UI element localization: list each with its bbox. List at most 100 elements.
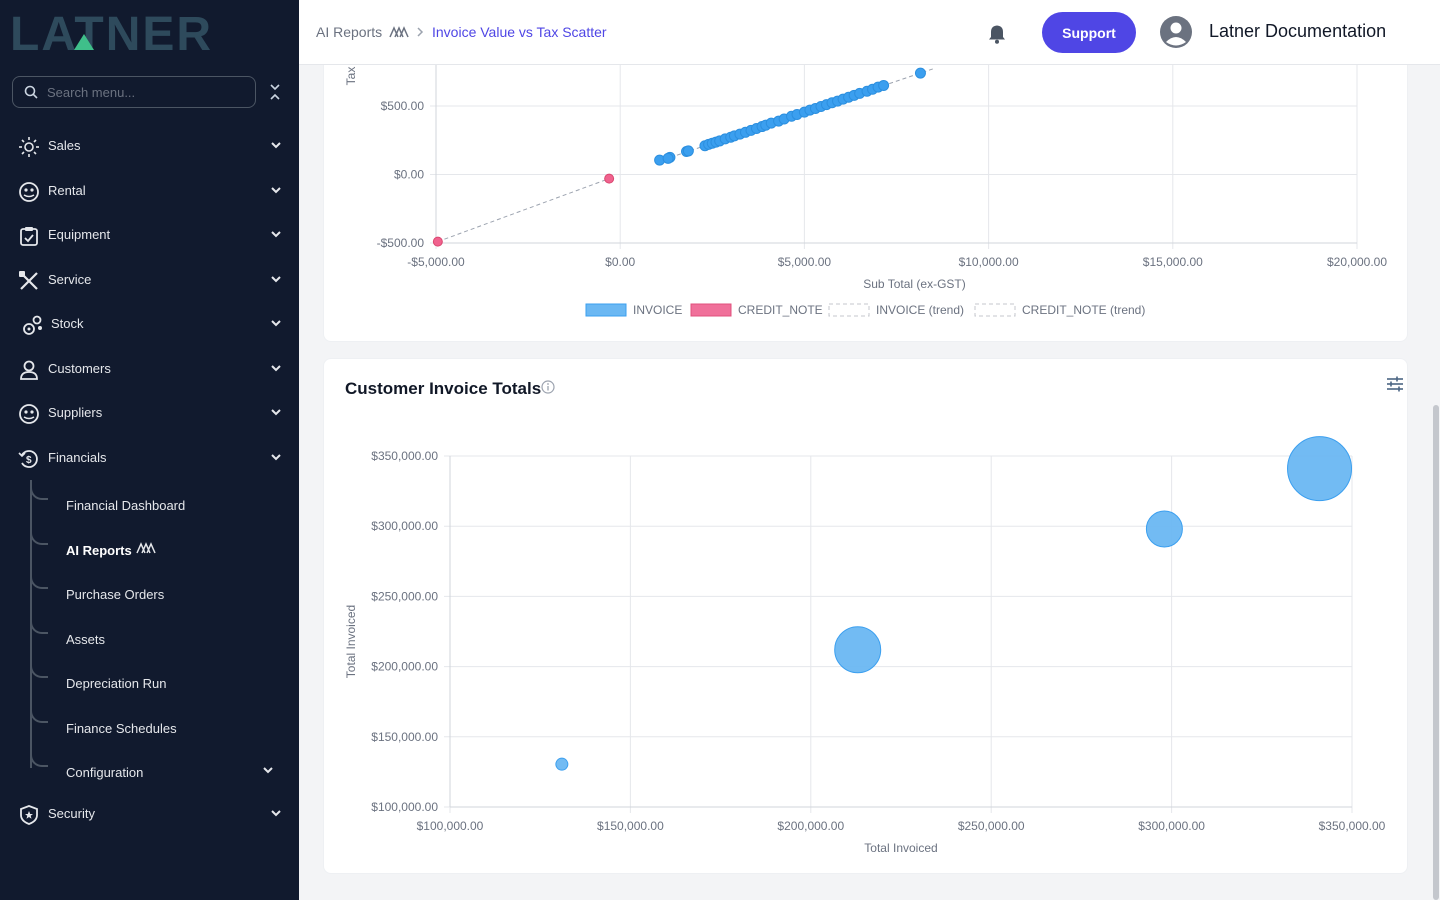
legend-label: INVOICE: [633, 303, 682, 317]
rental-icon: [19, 182, 39, 202]
invoice-tax-scatter-card: -$5,000.00 $0.00 $5,000.00 $10,000.00 $15,00…: [323, 40, 1408, 342]
sidebar-subitem-ai-reports[interactable]: AI Reports: [30, 527, 290, 565]
legend-label: CREDIT_NOTE: [738, 303, 823, 317]
tree-branch: [30, 571, 48, 589]
y-tick-label: $250,000.00: [371, 589, 438, 603]
credit-note-point: [604, 173, 615, 184]
sidebar-subitem-purchase-orders[interactable]: Purchase Orders: [30, 571, 290, 609]
sidebar-item-label: Service: [48, 272, 92, 287]
tree-branch: [30, 616, 48, 634]
subitem-label: Depreciation Run: [66, 676, 167, 691]
bubble-point: [1287, 436, 1353, 502]
sidebar-item-sales[interactable]: Sales: [0, 126, 299, 166]
x-tick-label: $250,000.00: [958, 819, 1025, 833]
sidebar-item-financials[interactable]: $ Financials: [0, 438, 299, 478]
y-tick-label: $500.00: [381, 99, 425, 113]
bubble-point: [1145, 510, 1183, 548]
sidebar-item-label: Suppliers: [48, 405, 103, 420]
financials-icon: $: [18, 450, 38, 468]
invoice-point: [662, 152, 674, 164]
chevron-down-icon: [271, 365, 281, 372]
security-icon: [20, 805, 38, 825]
sidebar-item-label: Sales: [48, 138, 81, 153]
sidebar: LATNER Sales Rental: [0, 0, 299, 900]
x-tick-label: $15,000.00: [1143, 255, 1203, 269]
invoice-point: [914, 67, 926, 79]
x-tick-label: $20,000.00: [1327, 255, 1387, 269]
y-tick-label: $100,000.00: [371, 800, 438, 814]
sidebar-item-suppliers[interactable]: Suppliers: [0, 393, 299, 433]
sidebar-item-security[interactable]: Security: [0, 794, 299, 834]
subitem-label: Configuration: [66, 765, 144, 780]
tree-branch: [30, 705, 48, 723]
sidebar-item-label: Customers: [48, 361, 111, 376]
invoice-tax-scatter-chart: -$5,000.00 $0.00 $5,000.00 $10,000.00 $15,00…: [344, 41, 1387, 317]
suppliers-icon: [19, 404, 39, 424]
x-tick-label: $5,000.00: [778, 255, 832, 269]
sidebar-subitem-finance-schedules[interactable]: Finance Schedules: [30, 705, 290, 743]
chevron-down-icon: [271, 276, 281, 283]
invoice-point: [682, 145, 694, 157]
sidebar-item-service[interactable]: Service: [0, 260, 299, 300]
sidebar-subitem-configuration[interactable]: Configuration: [30, 749, 290, 787]
chevron-down-icon: [271, 142, 281, 149]
chevron-down-icon: [271, 810, 281, 817]
customer-invoice-totals-card: Customer Invoice Totals $100,000.00 $150,…: [323, 358, 1408, 874]
subitem-label: Finance Schedules: [66, 721, 177, 736]
legend-swatch: [828, 303, 870, 317]
equipment-icon: [20, 227, 38, 246]
tree-branch: [30, 482, 48, 500]
sidebar-item-label: Equipment: [48, 227, 111, 242]
logo-text: LATNER: [10, 10, 213, 54]
x-tick-label: -$5,000.00: [407, 255, 465, 269]
x-axis-title: Total Invoiced: [864, 841, 937, 855]
scrollbar-thumb[interactable]: [1433, 405, 1439, 900]
breadcrumb-parent[interactable]: AI Reports: [316, 24, 383, 40]
subitem-label: Assets: [66, 632, 106, 647]
customers-icon: [20, 360, 38, 380]
chevron-right-icon: [417, 27, 424, 37]
bell-icon[interactable]: [988, 24, 1006, 44]
y-tick-label: $150,000.00: [371, 730, 438, 744]
sidebar-subitem-financial-dashboard[interactable]: Financial Dashboard: [30, 482, 290, 520]
x-tick-label: $150,000.00: [597, 819, 664, 833]
search-box[interactable]: [12, 76, 256, 108]
y-axis-title: Total Invoiced: [344, 605, 358, 678]
sidebar-subitem-assets[interactable]: Assets: [30, 616, 290, 654]
bubble-point: [834, 626, 882, 674]
y-tick-label: -$500.00: [377, 236, 425, 250]
user-name[interactable]: Latner Documentation: [1209, 21, 1387, 41]
sidebar-item-label: Security: [48, 806, 95, 821]
sidebar-item-customers[interactable]: Customers: [0, 349, 299, 389]
avatar-icon[interactable]: [1160, 16, 1192, 48]
x-tick-label: $10,000.00: [959, 255, 1019, 269]
ai-reports-icon: [389, 26, 409, 38]
support-button[interactable]: Support: [1042, 12, 1136, 53]
latner-logo[interactable]: LATNER: [10, 10, 280, 54]
sidebar-item-equipment[interactable]: Equipment: [0, 215, 299, 255]
legend-swatch: [690, 303, 732, 317]
search-input[interactable]: [47, 82, 247, 102]
sidebar-item-rental[interactable]: Rental: [0, 171, 299, 211]
sidebar-item-stock[interactable]: Stock: [0, 304, 299, 344]
ai-reports-icon: [136, 542, 156, 554]
collapse-sidebar-icon[interactable]: [268, 82, 282, 102]
chevron-down-icon: [271, 454, 281, 461]
svg-text:$: $: [26, 455, 32, 466]
tree-branch: [30, 749, 48, 767]
legend-label: INVOICE (trend): [876, 303, 964, 317]
x-tick-label: $100,000.00: [417, 819, 484, 833]
card-title: Customer Invoice Totals: [345, 379, 542, 398]
legend-swatch: [585, 303, 627, 317]
chevron-down-icon: [271, 231, 281, 238]
info-icon[interactable]: [541, 380, 555, 394]
sidebar-item-label: Rental: [48, 183, 86, 198]
legend-label: CREDIT_NOTE (trend): [1022, 303, 1145, 317]
sidebar-subitem-depreciation-run[interactable]: Depreciation Run: [30, 660, 290, 698]
sidebar-item-label: Stock: [51, 316, 84, 331]
x-tick-label: $0.00: [605, 255, 635, 269]
chevron-down-icon: [271, 187, 281, 194]
subitem-label: AI Reports: [66, 543, 132, 558]
top-bar: AI Reports Invoice Value vs Tax Scatter …: [299, 0, 1440, 65]
tune-icon[interactable]: [1386, 376, 1404, 392]
